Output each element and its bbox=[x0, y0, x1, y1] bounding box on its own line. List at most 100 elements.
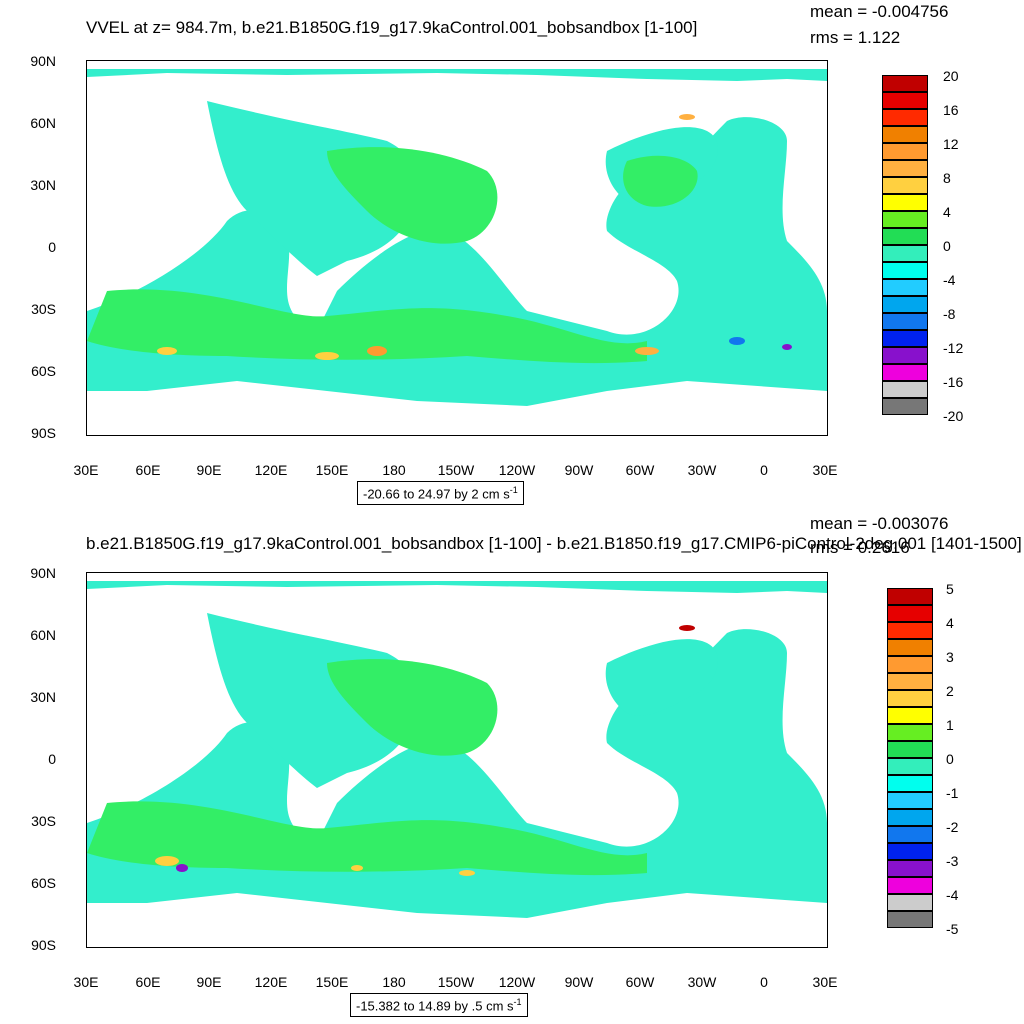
lon-label: 90E bbox=[196, 974, 222, 990]
colorbar-swatch bbox=[882, 381, 928, 398]
lon-label: 30W bbox=[687, 974, 717, 990]
lon-label: 90E bbox=[196, 462, 222, 478]
contour-range-box: -20.66 to 24.97 by 2 cm s-1 bbox=[357, 481, 524, 506]
lon-label: 90W bbox=[564, 462, 594, 478]
colorbar-label: 4 bbox=[943, 204, 951, 220]
lat-label: 60S bbox=[31, 363, 56, 379]
lat-label: 0 bbox=[48, 751, 56, 767]
colorbar-swatch bbox=[887, 809, 933, 826]
colorbar-swatch bbox=[882, 143, 928, 160]
colorbar-swatch bbox=[882, 228, 928, 245]
colorbar-swatch bbox=[882, 75, 928, 92]
colorbar-label: -8 bbox=[943, 306, 956, 322]
lat-label: 60S bbox=[31, 875, 56, 891]
lat-label: 30N bbox=[30, 689, 56, 705]
plot-title: b.e21.B1850G.f19_g17.9kaControl.001_bobs… bbox=[86, 534, 1022, 553]
map-plot bbox=[86, 572, 828, 948]
lon-label: 0 bbox=[760, 974, 768, 990]
lon-label: 180 bbox=[382, 462, 406, 478]
lat-label: 60N bbox=[30, 627, 56, 643]
lon-label: 30E bbox=[73, 974, 99, 990]
colorbar-swatch bbox=[882, 177, 928, 194]
lat-label: 30N bbox=[30, 177, 56, 193]
lat-label: 90S bbox=[31, 937, 56, 953]
colorbar-swatch bbox=[882, 109, 928, 126]
unit-superscript: -1 bbox=[509, 485, 518, 495]
colorbar-swatch bbox=[882, 245, 928, 262]
colorbar-swatch bbox=[882, 160, 928, 177]
rms-value: rms = 0.2616 bbox=[810, 538, 910, 557]
lon-label: 120E bbox=[254, 974, 288, 990]
ocean-area bbox=[207, 613, 420, 788]
hotspot bbox=[782, 344, 792, 350]
lon-label: 150E bbox=[315, 974, 349, 990]
colorbar-swatch bbox=[887, 894, 933, 911]
colorbar-label: 2 bbox=[946, 683, 954, 699]
contour-range-text: -20.66 to 24.97 by 2 cm s bbox=[363, 486, 510, 502]
colorbar-swatch bbox=[882, 194, 928, 211]
colorbar-label: -1 bbox=[946, 785, 959, 801]
ocean-area bbox=[87, 69, 827, 81]
colorbar-swatch bbox=[882, 92, 928, 109]
lat-label: 90N bbox=[30, 53, 56, 69]
colorbar-label: 20 bbox=[943, 68, 959, 84]
colorbar-swatch bbox=[887, 843, 933, 860]
colorbar-swatch bbox=[882, 262, 928, 279]
colorbar-swatch bbox=[882, 279, 928, 296]
velocity-field-map bbox=[87, 581, 827, 918]
lat-label: 30S bbox=[31, 813, 56, 829]
lon-label: 150W bbox=[437, 462, 475, 478]
lon-label: 60W bbox=[625, 974, 655, 990]
lon-label: 60W bbox=[625, 462, 655, 478]
hotspot bbox=[679, 625, 695, 631]
colorbar: 20 16 12 8 4 0 -4 -8 -12 -16 -20 bbox=[882, 68, 982, 424]
colorbar-swatch bbox=[887, 775, 933, 792]
hotspot bbox=[367, 346, 387, 356]
rms-value: rms = 1.122 bbox=[810, 28, 901, 47]
lon-label: 0 bbox=[760, 462, 768, 478]
lon-label: 30E bbox=[812, 974, 838, 990]
colorbar-swatch bbox=[887, 741, 933, 758]
colorbar: 5 4 3 2 1 0 -1 -2 -3 -4 -5 bbox=[887, 581, 987, 937]
colorbar-swatch bbox=[882, 296, 928, 313]
colorbar-label: 12 bbox=[943, 136, 959, 152]
colorbar-swatch bbox=[882, 364, 928, 381]
colorbar-swatch bbox=[882, 398, 928, 415]
panel-top: VVEL at z= 984.7m, b.e21.B1850G.f19_g17.… bbox=[30, 2, 982, 506]
colorbar-label: 1 bbox=[946, 717, 954, 733]
lon-label: 150W bbox=[437, 974, 475, 990]
lat-label: 90N bbox=[30, 565, 56, 581]
colorbar-swatch bbox=[887, 622, 933, 639]
hotspot bbox=[176, 864, 188, 872]
mean-value: mean = -0.003076 bbox=[810, 514, 949, 533]
hotspot bbox=[679, 114, 695, 120]
ocean-area bbox=[207, 101, 420, 276]
ocean-band bbox=[327, 659, 498, 756]
ocean-band bbox=[623, 155, 698, 207]
colorbar-label: -12 bbox=[943, 340, 964, 356]
ocean-area bbox=[87, 581, 827, 593]
lon-label: 120W bbox=[498, 462, 536, 478]
hotspot bbox=[351, 865, 363, 871]
colorbar-label: -4 bbox=[946, 887, 959, 903]
mean-value: mean = -0.004756 bbox=[810, 2, 949, 21]
lon-label: 90W bbox=[564, 974, 594, 990]
colorbar-swatch bbox=[887, 656, 933, 673]
lon-label: 180 bbox=[382, 974, 406, 990]
colorbar-swatch bbox=[887, 588, 933, 605]
contour-range-text: -15.382 to 14.89 by .5 cm s bbox=[356, 998, 514, 1014]
colorbar-swatch bbox=[887, 707, 933, 724]
colorbar-label: -4 bbox=[943, 272, 956, 288]
lon-label: 120W bbox=[498, 974, 536, 990]
lat-label: 0 bbox=[48, 239, 56, 255]
panel-bottom: b.e21.B1850G.f19_g17.9kaControl.001_bobs… bbox=[0, 512, 1024, 1024]
hotspot bbox=[635, 347, 659, 355]
colorbar-swatch bbox=[887, 690, 933, 707]
colorbar-label: -3 bbox=[946, 853, 959, 869]
colorbar-swatch bbox=[887, 673, 933, 690]
lon-label: 60E bbox=[135, 974, 161, 990]
lat-label: 60N bbox=[30, 115, 56, 131]
lon-label: 150E bbox=[315, 462, 349, 478]
colorbar-label: -16 bbox=[943, 374, 964, 390]
stats-box: mean = -0.003076 rms = 0.2616 bbox=[810, 514, 949, 557]
